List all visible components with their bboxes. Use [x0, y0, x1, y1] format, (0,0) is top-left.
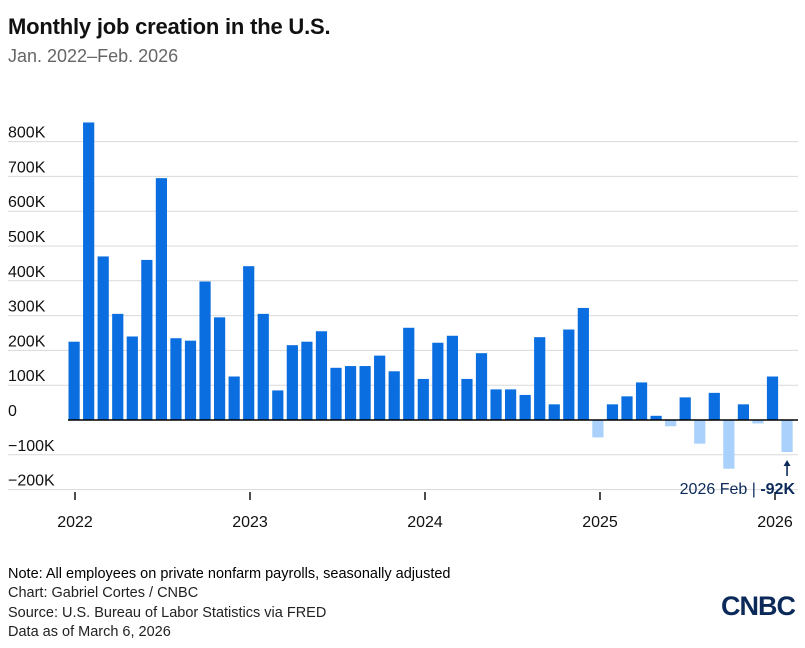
- bar: [534, 337, 546, 420]
- footer-notes: Note: All employees on private nonfarm p…: [8, 565, 451, 642]
- bar: [272, 390, 284, 420]
- y-tick-label: 200K: [8, 333, 46, 350]
- bar: [155, 178, 167, 420]
- bar: [126, 336, 138, 420]
- y-tick-label: 500K: [8, 229, 46, 246]
- bar: [475, 353, 488, 420]
- y-tick-label: −100K: [8, 438, 55, 455]
- bar: [315, 331, 328, 420]
- bar: [112, 313, 124, 420]
- bar: [577, 307, 589, 420]
- x-tick-label: 2022: [57, 514, 93, 531]
- bar: [243, 266, 255, 420]
- footer-note: Note: All employees on private nonfarm p…: [8, 566, 451, 582]
- bar: [548, 404, 560, 420]
- y-tick-label: 800K: [8, 125, 46, 142]
- bar: [388, 371, 400, 420]
- bar: [621, 396, 633, 420]
- bar-chart: 800K 700K 600K 500K 400K 300K 200K 100K 0 −100K −2…: [8, 122, 798, 531]
- y-axis-ticks: 800K 700K 600K 500K 400K 300K 200K 100K 0 −100K −2…: [8, 125, 55, 490]
- bar: [606, 404, 619, 420]
- y-tick-label: 0: [8, 403, 17, 420]
- footer-as-of: Data as of March 6, 2026: [8, 623, 171, 640]
- last-value-annotation: 2026 Feb | -92K: [680, 460, 796, 498]
- bar: [505, 389, 517, 420]
- bar: [330, 367, 342, 420]
- bar: [665, 420, 677, 427]
- bar: [592, 420, 604, 438]
- bar: [403, 327, 415, 420]
- bar: [83, 122, 95, 421]
- bar: [708, 392, 720, 420]
- bar: [184, 340, 197, 420]
- x-tick-label: 2023: [232, 514, 268, 531]
- bar: [68, 341, 80, 420]
- y-tick-label: −200K: [8, 473, 55, 490]
- x-tick-label: 2024: [407, 514, 443, 531]
- bar: [286, 345, 298, 420]
- cnbc-logo-text: CNBC: [721, 591, 795, 621]
- bar: [752, 420, 764, 424]
- y-tick-label: 600K: [8, 194, 46, 211]
- y-tick-label: 400K: [8, 264, 46, 281]
- annotation-label: 2026 Feb |: [680, 481, 761, 498]
- chart-title: Monthly job creation in the U.S.: [8, 14, 331, 39]
- bars: [68, 122, 793, 469]
- bar: [199, 281, 211, 420]
- annotation-text: 2026 Feb | -92K: [680, 481, 796, 498]
- annotation-value: -92K: [760, 481, 795, 498]
- bar: [170, 338, 182, 420]
- bar: [344, 366, 357, 420]
- bar: [650, 415, 662, 420]
- bar: [781, 420, 793, 453]
- bar: [359, 366, 371, 420]
- bar: [432, 342, 444, 420]
- footer-credit: Chart: Gabriel Cortes / CNBC: [8, 585, 199, 602]
- annotation-arrow-head: [783, 460, 791, 466]
- bar: [679, 397, 691, 420]
- x-tick-label: 2025: [582, 514, 618, 531]
- y-tick-label: 100K: [8, 368, 46, 385]
- bar: [97, 256, 109, 420]
- bar: [141, 259, 153, 420]
- bar: [446, 335, 458, 420]
- bar: [461, 378, 473, 420]
- bar: [257, 313, 269, 420]
- gridlines: [8, 141, 798, 491]
- footer-source: Source: U.S. Bureau of Labor Statistics …: [8, 604, 327, 621]
- bar: [214, 317, 226, 420]
- bar: [374, 355, 386, 420]
- bar: [490, 389, 502, 420]
- cnbc-logo: CNBC: [721, 591, 796, 621]
- bar: [694, 420, 706, 444]
- bar: [519, 394, 531, 420]
- y-tick-label: 700K: [8, 159, 46, 176]
- x-axis-ticks: 2022 2023 2024 2025 2026: [57, 492, 793, 531]
- bar: [766, 376, 779, 420]
- bar: [417, 378, 429, 420]
- bar: [737, 404, 749, 420]
- x-tick-label: 2026: [757, 514, 793, 531]
- bar: [301, 341, 313, 420]
- bar: [635, 382, 648, 420]
- chart-subtitle: Jan. 2022–Feb. 2026: [8, 46, 179, 66]
- y-tick-label: 300K: [8, 299, 46, 316]
- bar: [563, 329, 575, 420]
- bar: [228, 376, 240, 420]
- bar: [723, 420, 735, 469]
